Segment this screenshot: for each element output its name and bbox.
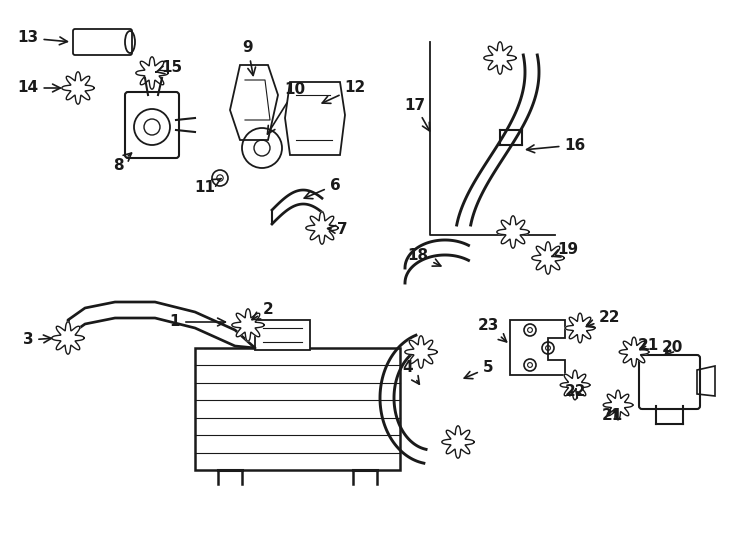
Text: 2: 2 (252, 302, 273, 320)
Polygon shape (306, 212, 338, 244)
Text: 8: 8 (113, 153, 131, 172)
Text: 10: 10 (267, 83, 305, 134)
FancyBboxPatch shape (73, 29, 132, 55)
Polygon shape (619, 337, 649, 367)
Polygon shape (484, 42, 516, 74)
Polygon shape (603, 390, 633, 420)
Text: 18: 18 (407, 247, 441, 266)
Polygon shape (497, 216, 529, 248)
Text: 22: 22 (564, 384, 586, 400)
Text: 21: 21 (637, 338, 658, 353)
Polygon shape (565, 313, 595, 343)
Text: 22: 22 (586, 310, 621, 327)
Text: 23: 23 (477, 318, 506, 342)
FancyBboxPatch shape (195, 348, 400, 470)
Text: 15: 15 (156, 60, 183, 76)
FancyBboxPatch shape (125, 92, 179, 158)
Polygon shape (52, 322, 84, 354)
Text: 19: 19 (552, 242, 578, 258)
Text: 12: 12 (322, 80, 366, 103)
Text: 4: 4 (403, 361, 419, 384)
Text: 13: 13 (18, 30, 68, 45)
Polygon shape (232, 309, 264, 341)
Text: 17: 17 (404, 98, 429, 131)
Text: 20: 20 (661, 341, 683, 355)
Polygon shape (532, 242, 564, 274)
Text: 14: 14 (18, 80, 60, 96)
Text: 3: 3 (23, 333, 51, 348)
Text: 9: 9 (243, 40, 255, 76)
Text: 6: 6 (305, 178, 341, 199)
FancyBboxPatch shape (639, 355, 700, 409)
Text: 1: 1 (170, 314, 225, 329)
Text: 16: 16 (526, 138, 586, 153)
Text: 21: 21 (601, 408, 622, 422)
FancyBboxPatch shape (255, 320, 310, 350)
Polygon shape (136, 57, 168, 89)
Polygon shape (442, 426, 474, 458)
Polygon shape (62, 72, 94, 104)
Polygon shape (405, 336, 437, 368)
Text: 11: 11 (195, 179, 221, 195)
Text: 7: 7 (327, 222, 347, 238)
Text: 5: 5 (465, 361, 493, 379)
Polygon shape (560, 370, 590, 400)
